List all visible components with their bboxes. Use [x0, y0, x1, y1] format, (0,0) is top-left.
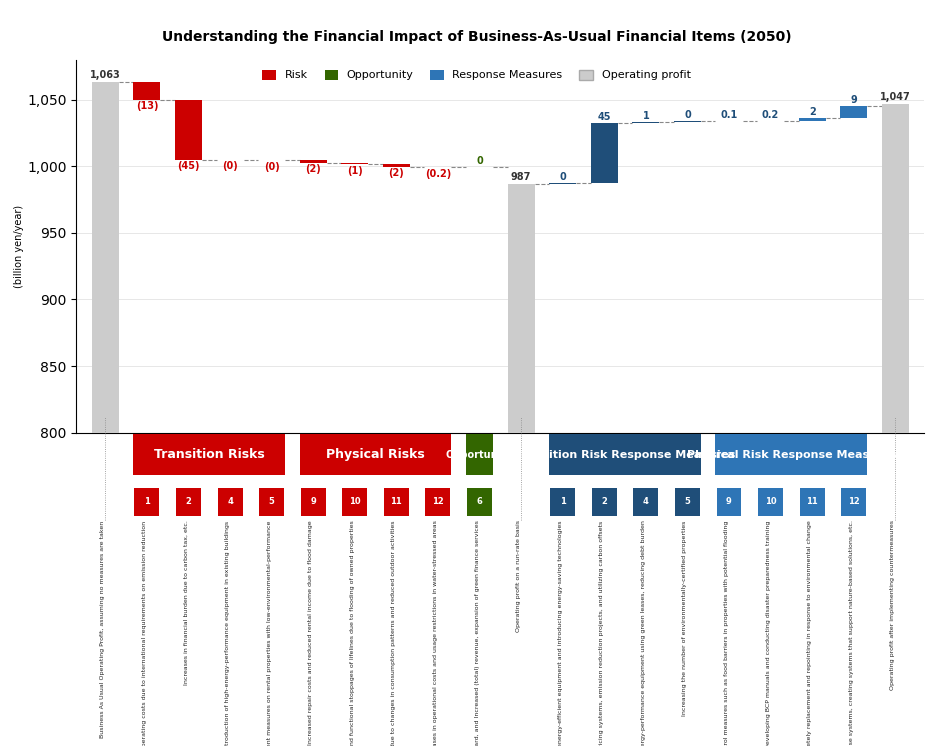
Text: 5: 5 — [268, 497, 274, 506]
FancyBboxPatch shape — [134, 488, 159, 515]
Text: 5: 5 — [684, 497, 689, 506]
Text: 1,063: 1,063 — [89, 70, 121, 81]
FancyBboxPatch shape — [799, 488, 823, 515]
Text: (2): (2) — [388, 169, 404, 178]
Text: 11: 11 — [390, 497, 402, 506]
Text: (2): (2) — [305, 164, 321, 175]
FancyBboxPatch shape — [342, 488, 367, 515]
Text: Understanding the Financial Impact of Business-As-Usual Financial Items (2050): Understanding the Financial Impact of Bu… — [162, 30, 790, 44]
FancyBboxPatch shape — [301, 488, 326, 515]
Text: 2: 2 — [601, 497, 606, 506]
Text: 11: 11 — [805, 497, 817, 506]
FancyBboxPatch shape — [548, 434, 701, 475]
Text: 1,047: 1,047 — [879, 92, 910, 101]
Text: Implementing flood control measures such as food barriers in properties with pot: Implementing flood control measures such… — [724, 521, 728, 746]
Text: Updating to energy-efficient equipment and introducing energy-saving technologie: Updating to energy-efficient equipment a… — [557, 521, 562, 746]
FancyBboxPatch shape — [176, 488, 201, 515]
Text: (0.2): (0.2) — [425, 169, 450, 178]
Text: Increasing the number of environmentally-certified properties: Increasing the number of environmentally… — [682, 521, 686, 715]
Text: 0: 0 — [559, 172, 565, 182]
FancyBboxPatch shape — [384, 488, 408, 515]
Text: Promoting the introduction of high-energy-performance equipment using green leas: Promoting the introduction of high-energ… — [640, 521, 645, 746]
Text: (1): (1) — [347, 166, 363, 176]
Bar — [590, 123, 617, 184]
Text: 2: 2 — [186, 497, 191, 506]
FancyBboxPatch shape — [217, 488, 243, 515]
Text: Increases in installation costs due to the mandatory introduction of high-energy: Increases in installation costs due to t… — [225, 521, 229, 746]
FancyBboxPatch shape — [466, 434, 492, 475]
FancyBboxPatch shape — [716, 488, 741, 515]
Text: (0): (0) — [222, 161, 238, 172]
Text: (45): (45) — [177, 161, 200, 171]
Bar — [881, 104, 908, 433]
Text: 0.2: 0.2 — [762, 110, 779, 120]
Text: Increases in operating costs due to international requirements on emission reduc: Increases in operating costs due to inte… — [142, 521, 147, 746]
Text: Transition Risk Response Measures: Transition Risk Response Measures — [514, 450, 735, 460]
FancyBboxPatch shape — [757, 488, 783, 515]
Bar — [133, 82, 160, 100]
Text: Opportunity: Opportunity — [446, 450, 512, 460]
Text: Decrease in retail income due to changes in consumption patterns and reduced out: Decrease in retail income due to changes… — [391, 521, 396, 746]
FancyBboxPatch shape — [633, 488, 658, 515]
Text: 2: 2 — [808, 107, 815, 117]
Text: Increases in financial burden due to carbon tax, etc.: Increases in financial burden due to car… — [184, 521, 188, 686]
Text: Implementing internal carbon pricing systems, emission reduction projects, and u: Implementing internal carbon pricing sys… — [599, 521, 604, 746]
Text: Applying design, developing and using groundwater systems, implementing water re: Applying design, developing and using gr… — [848, 521, 853, 746]
Text: Business As Usual Operating Profit, assuming no measures are taken: Business As Usual Operating Profit, assu… — [100, 521, 106, 738]
Text: Higher rental and asset value uplift by an increase in occupancy/lease of enviro: Higher rental and asset value uplift by … — [474, 521, 479, 746]
Text: 0: 0 — [684, 110, 690, 120]
Text: 9: 9 — [849, 95, 856, 105]
Text: 12: 12 — [431, 497, 444, 506]
Text: Operating profit after implementing countermeasures: Operating profit after implementing coun… — [889, 521, 894, 690]
Text: 0: 0 — [476, 156, 483, 166]
Text: 10: 10 — [348, 497, 360, 506]
Bar — [299, 160, 327, 163]
Text: 6: 6 — [476, 497, 482, 506]
Text: (13): (13) — [135, 101, 158, 111]
Text: Developing BCP manuals and conducting disaster preparedness training: Developing BCP manuals and conducting di… — [764, 521, 770, 746]
Text: 12: 12 — [847, 497, 859, 506]
Bar — [507, 184, 534, 433]
FancyBboxPatch shape — [133, 434, 285, 475]
Bar — [91, 82, 119, 433]
Text: 9: 9 — [725, 497, 731, 506]
FancyBboxPatch shape — [591, 488, 616, 515]
Text: Transition Risks: Transition Risks — [154, 448, 265, 461]
Text: Completely replacement and repointing in response to environmental change: Completely replacement and repointing in… — [806, 521, 811, 746]
FancyBboxPatch shape — [299, 434, 451, 475]
Bar — [341, 163, 367, 164]
Text: 9: 9 — [310, 497, 316, 506]
Bar — [798, 119, 824, 121]
Text: 10: 10 — [764, 497, 776, 506]
FancyBboxPatch shape — [425, 488, 450, 515]
Text: Decline in asset value due to stringent measures on rental properties with low-e: Decline in asset value due to stringent … — [267, 521, 271, 746]
Text: 4: 4 — [643, 497, 648, 506]
Text: (0): (0) — [264, 162, 279, 172]
Bar — [632, 122, 659, 123]
FancyBboxPatch shape — [674, 488, 699, 515]
Text: Physical Risk Response Measures: Physical Risk Response Measures — [685, 450, 895, 460]
Text: 0.1: 0.1 — [720, 110, 737, 120]
Text: 1: 1 — [559, 497, 565, 506]
Text: Physical Risks: Physical Risks — [326, 448, 425, 461]
Text: 987: 987 — [510, 172, 531, 181]
Text: 4: 4 — [227, 497, 233, 506]
FancyBboxPatch shape — [841, 488, 865, 515]
Text: Equipment failure and functional stoppages of lifelines due to flooding of owned: Equipment failure and functional stoppag… — [349, 521, 354, 746]
Text: 1: 1 — [642, 110, 648, 121]
Text: 1: 1 — [144, 497, 149, 506]
Y-axis label: (billion yen/year): (billion yen/year) — [14, 204, 24, 288]
Text: Operating profit on a run-rate basis: Operating profit on a run-rate basis — [516, 521, 521, 633]
Text: Increases in operational costs and usage restrictions in water-stressed areas: Increases in operational costs and usage… — [432, 521, 438, 746]
FancyBboxPatch shape — [549, 488, 575, 515]
Bar — [175, 100, 202, 160]
Text: Increased repair costs and reduced rental income due to flood damage: Increased repair costs and reduced renta… — [307, 521, 313, 745]
FancyBboxPatch shape — [259, 488, 284, 515]
FancyBboxPatch shape — [466, 488, 491, 515]
Text: 45: 45 — [597, 112, 610, 122]
Legend: Risk, Opportunity, Response Measures, Operating profit: Risk, Opportunity, Response Measures, Op… — [258, 65, 694, 85]
Bar — [383, 164, 409, 167]
Bar — [840, 107, 866, 119]
FancyBboxPatch shape — [715, 434, 866, 475]
